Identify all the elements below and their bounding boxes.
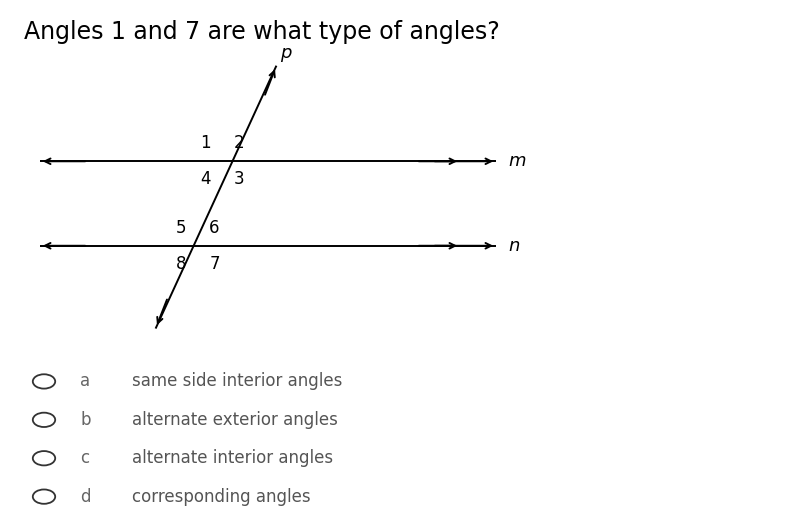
Text: b: b: [80, 411, 90, 429]
Text: $n$: $n$: [508, 237, 520, 255]
Text: same side interior angles: same side interior angles: [132, 372, 342, 391]
Text: alternate exterior angles: alternate exterior angles: [132, 411, 338, 429]
Text: c: c: [80, 449, 89, 467]
Text: d: d: [80, 487, 90, 506]
Text: 7: 7: [210, 255, 220, 273]
Text: $m$: $m$: [508, 152, 526, 170]
Text: 6: 6: [210, 219, 220, 237]
Text: 3: 3: [234, 170, 244, 188]
Text: $p$: $p$: [280, 46, 293, 64]
Text: alternate interior angles: alternate interior angles: [132, 449, 333, 467]
Text: 5: 5: [176, 219, 186, 237]
Text: 8: 8: [176, 255, 186, 273]
Text: 4: 4: [200, 170, 210, 188]
Text: 2: 2: [234, 134, 244, 152]
Text: corresponding angles: corresponding angles: [132, 487, 310, 506]
Text: 1: 1: [200, 134, 210, 152]
Text: Angles 1 and 7 are what type of angles?: Angles 1 and 7 are what type of angles?: [24, 20, 500, 45]
Text: a: a: [80, 372, 90, 391]
